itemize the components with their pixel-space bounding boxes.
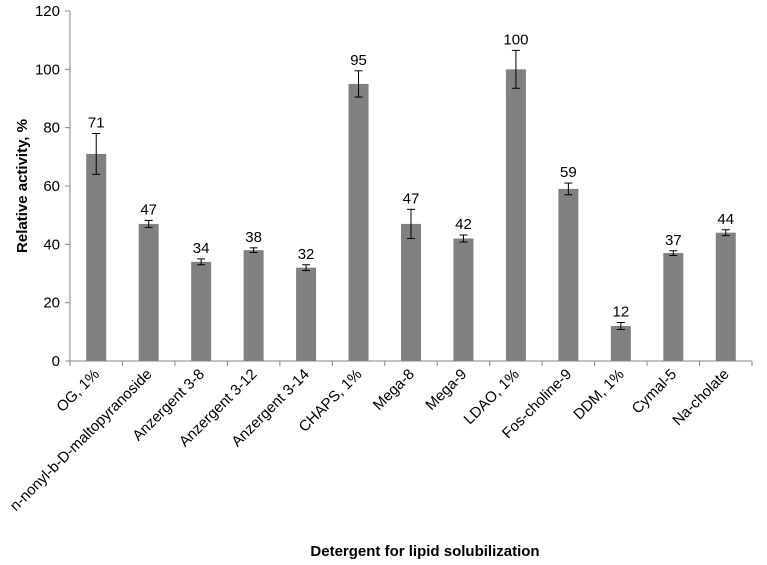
data-label: 100 (503, 31, 528, 48)
bar (243, 250, 264, 361)
bar (715, 232, 736, 361)
data-label: 12 (613, 304, 630, 321)
x-axis: OG, 1%n-nonyl-b-D-maltopyranosideAnzerge… (7, 360, 753, 515)
bar (191, 261, 212, 361)
data-label: 95 (350, 52, 367, 69)
data-label: 42 (455, 216, 472, 233)
data-label: 47 (140, 201, 157, 218)
y-tick-label: 0 (52, 353, 60, 370)
x-tick-label: Mega-8 (370, 366, 418, 414)
data-label: 71 (88, 115, 105, 132)
x-tick-label: Cymal-5 (629, 366, 681, 418)
data-labels: 71 47 34 38 32 95 47 42 100 59 12 37 44 (88, 31, 734, 320)
bar (505, 69, 526, 361)
y-tick-label: 60 (43, 178, 60, 195)
bar (453, 238, 474, 361)
x-axis-title: Detergent for lipid solubilization (310, 543, 539, 560)
data-label: 59 (560, 164, 577, 181)
data-label: 32 (298, 246, 315, 263)
bar (348, 83, 369, 362)
data-label: 44 (717, 211, 734, 228)
y-axis: 0 20 40 60 80 100 120 (35, 3, 71, 370)
bar (610, 326, 631, 361)
bar (558, 188, 579, 361)
bar (663, 253, 684, 361)
bar (401, 223, 421, 361)
data-label: 37 (665, 232, 682, 249)
y-tick-label: 100 (35, 61, 60, 78)
y-tick-label: 120 (35, 3, 60, 20)
x-tick-label: OG, 1% (53, 366, 103, 416)
x-tick-label: Na-cholate (669, 366, 732, 429)
data-label: 34 (193, 240, 210, 257)
y-tick-label: 20 (43, 295, 60, 312)
bar (296, 267, 317, 361)
y-tick-label: 40 (43, 236, 60, 253)
error-bars (92, 49, 730, 330)
bars (86, 69, 736, 362)
data-label: 47 (403, 190, 420, 207)
bar (86, 153, 107, 361)
data-label: 38 (245, 229, 262, 246)
y-tick-label: 80 (43, 120, 60, 137)
x-tick-label: Mega-9 (422, 366, 470, 414)
y-axis-title: Relative activity, % (14, 119, 31, 253)
bar (138, 223, 159, 361)
x-tick-label: DDM, 1% (570, 366, 627, 423)
